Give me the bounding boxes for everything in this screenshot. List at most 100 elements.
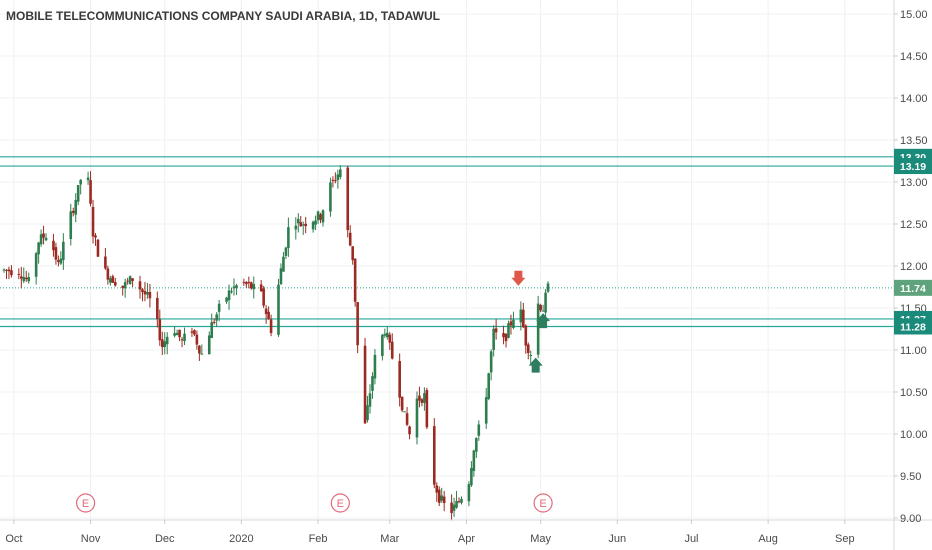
candle-body: [42, 233, 45, 238]
candle: [71, 207, 75, 217]
candle-body: [299, 222, 303, 227]
candle-body: [489, 351, 493, 373]
candle-body: [126, 280, 129, 282]
candle: [27, 272, 31, 284]
candle: [74, 193, 78, 223]
buy-signal-arrow[interactable]: [536, 313, 551, 329]
candle-body: [242, 282, 246, 284]
earnings-marker[interactable]: E: [533, 493, 553, 513]
candle-body: [173, 333, 176, 336]
candle-body: [91, 206, 95, 237]
candle: [264, 305, 268, 324]
candle-body: [225, 297, 228, 302]
candle: [39, 229, 43, 247]
candle: [207, 331, 211, 355]
candle: [507, 320, 510, 339]
candle: [348, 225, 352, 247]
candle-body: [121, 285, 125, 289]
candle: [368, 384, 372, 414]
candle: [475, 437, 478, 458]
candle: [311, 220, 315, 233]
price-badge-bg: [894, 158, 932, 175]
candle: [148, 284, 152, 308]
x-tick-label: May: [530, 533, 551, 545]
candle-body: [22, 277, 26, 282]
candle: [141, 288, 144, 302]
candle-body: [296, 218, 300, 224]
candle-body: [346, 167, 350, 231]
candle-body: [59, 258, 63, 264]
candle: [353, 258, 357, 307]
x-tick-label: Oct: [5, 533, 22, 545]
candle-body: [504, 333, 508, 342]
y-tick-label: 12.00: [900, 261, 928, 273]
candle: [334, 172, 337, 184]
candle: [111, 274, 115, 283]
candle-body: [44, 237, 48, 241]
x-tick-label: Aug: [758, 533, 778, 545]
candle-body: [420, 399, 424, 403]
candle: [126, 277, 129, 285]
candle: [2, 268, 6, 273]
x-tick-label: Jun: [608, 533, 626, 545]
candle-body: [62, 241, 65, 261]
buy-signal-arrow[interactable]: [528, 357, 543, 373]
candle: [284, 246, 288, 259]
candle-body: [183, 333, 186, 342]
candle-body: [198, 345, 201, 354]
candle: [160, 331, 164, 355]
candle: [128, 275, 132, 285]
candle-body: [180, 339, 184, 341]
candle-body: [425, 390, 429, 428]
candle-body: [230, 291, 233, 293]
candle-body: [287, 227, 290, 249]
candle-body: [269, 319, 273, 334]
candle: [363, 337, 367, 425]
candle-body: [178, 329, 181, 338]
candle-body: [232, 286, 236, 289]
candle: [195, 330, 199, 350]
candle-body: [2, 269, 6, 271]
time-axis[interactable]: Oct Nov Dec 2020 Feb Mar Apr May Jun Jul Aug Sep: [5, 520, 855, 545]
candle: [398, 353, 401, 407]
candle-body: [212, 321, 216, 323]
earnings-marker[interactable]: E: [330, 493, 350, 513]
x-tick-label: Feb: [309, 533, 328, 545]
candle-body: [52, 240, 55, 251]
candle: [173, 326, 176, 338]
candle: [123, 278, 127, 298]
price-axis[interactable]: 15.0014.5014.0013.5013.0012.5012.0011.50…: [894, 9, 928, 525]
candle: [536, 295, 540, 359]
candle: [371, 372, 374, 399]
candle-body: [138, 281, 142, 290]
candle: [339, 165, 342, 180]
candle-body: [484, 397, 488, 424]
sell-signal-arrow[interactable]: [511, 270, 526, 286]
candle: [408, 425, 411, 440]
candle: [138, 275, 142, 299]
candle: [91, 199, 95, 244]
candle: [54, 242, 58, 265]
level-price-badge: 11.28: [894, 318, 932, 335]
candle: [437, 486, 441, 507]
candle: [373, 349, 377, 385]
candle-body: [128, 276, 132, 285]
candle: [321, 209, 325, 227]
candle: [301, 221, 305, 235]
candle: [190, 327, 194, 337]
candle: [217, 299, 221, 322]
candle-body: [71, 210, 75, 213]
price-badge-label: 13.19: [900, 161, 926, 173]
candle-body: [371, 376, 374, 391]
earnings-marker[interactable]: E: [76, 493, 96, 513]
candle-body: [195, 334, 199, 345]
candle-body: [403, 411, 406, 413]
candle: [383, 328, 387, 339]
candle: [472, 449, 476, 477]
candle: [277, 278, 280, 337]
earnings-circle: [76, 493, 96, 513]
candle-body: [467, 484, 471, 502]
candle-body: [94, 235, 97, 238]
candle-body: [415, 398, 419, 438]
